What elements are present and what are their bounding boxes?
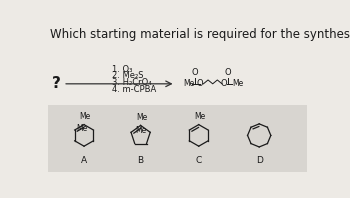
- Text: 4. m-CPBA: 4. m-CPBA: [112, 85, 156, 94]
- Text: D: D: [256, 156, 262, 165]
- Bar: [48, 105, 307, 172]
- Text: Me: Me: [136, 112, 147, 122]
- Text: B: B: [138, 156, 144, 165]
- Text: O: O: [225, 68, 231, 77]
- Text: Me: Me: [194, 112, 205, 121]
- Text: Me: Me: [232, 79, 243, 88]
- Text: Me: Me: [183, 79, 195, 88]
- Text: O: O: [220, 79, 227, 88]
- Text: Which starting material is required for the synthesis below?: Which starting material is required for …: [50, 28, 350, 41]
- Text: Me: Me: [76, 124, 87, 133]
- Text: 2. Me₂S: 2. Me₂S: [112, 71, 144, 81]
- Text: C: C: [196, 156, 202, 165]
- Text: O: O: [196, 79, 203, 88]
- Text: 1. O₃: 1. O₃: [112, 65, 132, 74]
- Text: Me: Me: [135, 126, 146, 135]
- Text: Me: Me: [79, 112, 90, 121]
- Text: ?: ?: [51, 76, 60, 91]
- Text: O: O: [191, 68, 198, 77]
- Text: 3. H₂CrO₄: 3. H₂CrO₄: [112, 78, 152, 88]
- Text: A: A: [81, 156, 87, 165]
